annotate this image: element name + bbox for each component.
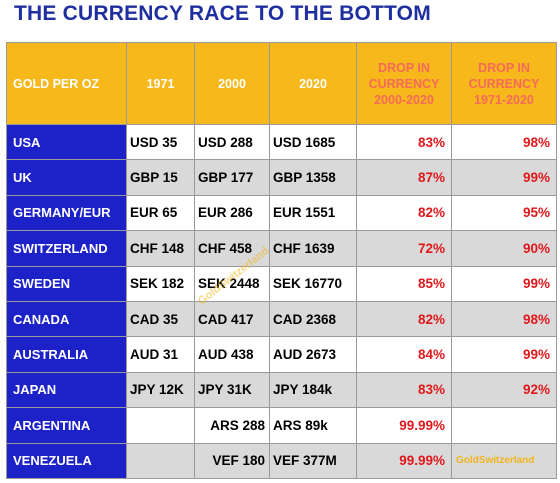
country-cell: AUSTRALIA (6, 336, 127, 373)
value-1971-cell (126, 442, 195, 479)
value-2020-cell: AUD 2673 (269, 336, 357, 373)
page-title: THE CURRENCY RACE TO THE BOTTOM (14, 2, 431, 25)
value-1971-cell: USD 35 (126, 123, 195, 161)
drop-2000-2020-cell: 84% (356, 336, 452, 373)
country-cell: CANADA (6, 300, 127, 338)
table-row: AUSTRALIA AUD 31 AUD 438 AUD 2673 84% 99… (6, 336, 557, 373)
value-2000-cell: JPY 31K (194, 371, 270, 409)
watermark-cell: GoldSwitzerland (451, 442, 557, 479)
value-1971-cell (126, 407, 195, 444)
table-row: JAPAN JPY 12K JPY 31K JPY 184k 83% 92% (6, 371, 557, 409)
country-cell: USA (6, 123, 127, 161)
value-2020-cell: VEF 377M (269, 442, 357, 479)
drop-2000-2020-cell: 83% (356, 123, 452, 161)
country-cell: VENEZUELA (6, 442, 127, 479)
table-row: VENEZUELA VEF 180 VEF 377M 99.99% GoldSw… (6, 442, 557, 479)
value-2020-cell: CAD 2368 (269, 300, 357, 338)
value-2000-cell: VEF 180 (194, 442, 270, 479)
value-2000-cell: GBP 177 (194, 159, 270, 196)
drop-2000-2020-cell: 82% (356, 194, 452, 232)
drop-2000-2020-cell: 82% (356, 300, 452, 338)
value-1971-cell: EUR 65 (126, 194, 195, 232)
value-2020-cell: USD 1685 (269, 123, 357, 161)
country-cell: SWEDEN (6, 265, 127, 302)
value-2000-cell: CHF 458 (194, 230, 270, 267)
header-2020: 2020 (269, 42, 357, 125)
table-row: SWITZERLAND CHF 148 CHF 458 CHF 1639 72%… (6, 230, 557, 267)
value-2020-cell: JPY 184k (269, 371, 357, 409)
drop-1971-2020-cell: 90% (451, 230, 557, 267)
drop-1971-2020-cell: 98% (451, 300, 557, 338)
drop-1971-2020-cell: 99% (451, 336, 557, 373)
value-2000-cell: AUD 438 (194, 336, 270, 373)
country-cell: UK (6, 159, 127, 196)
drop-1971-2020-cell (451, 407, 557, 444)
drop-1971-2020-cell: 92% (451, 371, 557, 409)
drop-2000-2020-cell: 85% (356, 265, 452, 302)
header-1971: 1971 (126, 42, 195, 125)
table-row: CANADA CAD 35 CAD 417 CAD 2368 82% 98% (6, 300, 557, 338)
value-1971-cell: GBP 15 (126, 159, 195, 196)
table-row: ARGENTINA ARS 288 ARS 89k 99.99% (6, 407, 557, 444)
country-cell: ARGENTINA (6, 407, 127, 444)
table-row: UK GBP 15 GBP 177 GBP 1358 87% 99% (6, 159, 557, 196)
value-2020-cell: CHF 1639 (269, 230, 357, 267)
header-2000: 2000 (194, 42, 270, 125)
value-2020-cell: GBP 1358 (269, 159, 357, 196)
currency-table: GOLD PER OZ 1971 2000 2020 DROP IN CURRE… (6, 42, 557, 479)
value-2020-cell: SEK 16770 (269, 265, 357, 302)
table-header-row: GOLD PER OZ 1971 2000 2020 DROP IN CURRE… (6, 42, 557, 125)
drop-1971-2020-cell: 99% (451, 265, 557, 302)
header-drop-2000-2020: DROP IN CURRENCY 2000-2020 (356, 42, 452, 125)
country-cell: GERMANY/EUR (6, 194, 127, 232)
drop-2000-2020-cell: 83% (356, 371, 452, 409)
value-2000-cell: EUR 286 (194, 194, 270, 232)
value-1971-cell: SEK 182 (126, 265, 195, 302)
table-row: USA USD 35 USD 288 USD 1685 83% 98% (6, 123, 557, 161)
country-cell: SWITZERLAND (6, 230, 127, 267)
drop-2000-2020-cell: 87% (356, 159, 452, 196)
header-drop-1971-2020: DROP IN CURRENCY 1971-2020 (451, 42, 557, 125)
value-1971-cell: JPY 12K (126, 371, 195, 409)
value-1971-cell: CAD 35 (126, 300, 195, 338)
drop-1971-2020-cell: 95% (451, 194, 557, 232)
value-2000-cell: CAD 417 (194, 300, 270, 338)
value-1971-cell: AUD 31 (126, 336, 195, 373)
value-2020-cell: EUR 1551 (269, 194, 357, 232)
table-row: GERMANY/EUR EUR 65 EUR 286 EUR 1551 82% … (6, 194, 557, 232)
value-2000-cell: ARS 288 (194, 407, 270, 444)
table-row: SWEDEN SEK 182 SEK 2448 SEK 16770 85% 99… (6, 265, 557, 302)
value-2000-cell: USD 288 (194, 123, 270, 161)
drop-1971-2020-cell: 98% (451, 123, 557, 161)
value-2020-cell: ARS 89k (269, 407, 357, 444)
drop-2000-2020-cell: 99.99% (356, 442, 452, 479)
drop-2000-2020-cell: 72% (356, 230, 452, 267)
drop-1971-2020-cell: 99% (451, 159, 557, 196)
value-1971-cell: CHF 148 (126, 230, 195, 267)
header-gold-per-oz: GOLD PER OZ (6, 42, 127, 125)
drop-2000-2020-cell: 99.99% (356, 407, 452, 444)
country-cell: JAPAN (6, 371, 127, 409)
